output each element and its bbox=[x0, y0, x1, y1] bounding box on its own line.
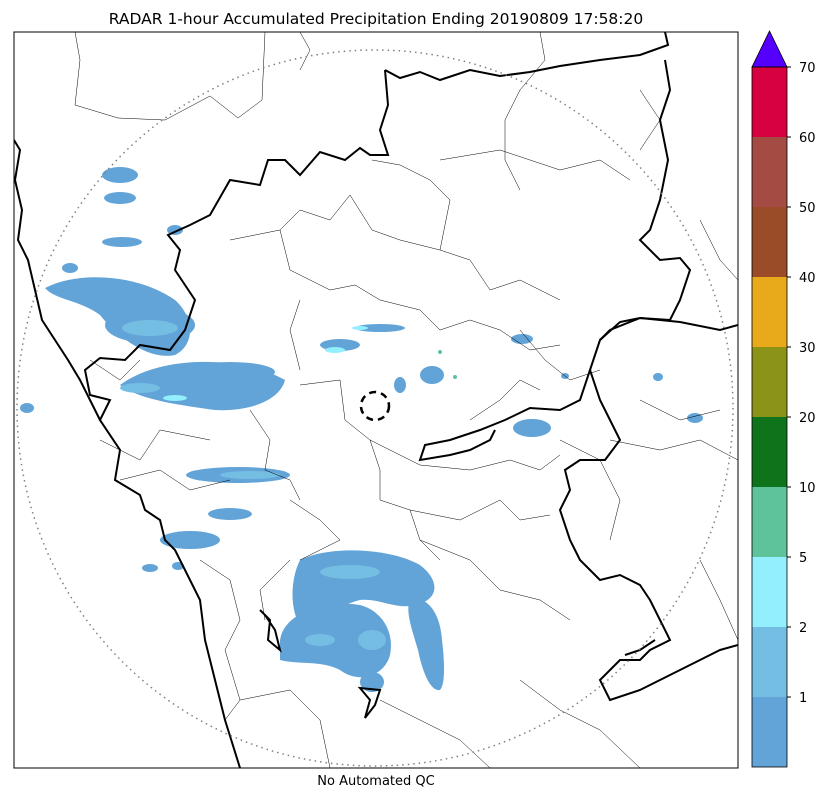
radar-site-marker bbox=[359, 390, 391, 422]
map-layers bbox=[14, 32, 738, 768]
radar-range-ring bbox=[16, 49, 734, 767]
map-panel bbox=[13, 31, 739, 769]
colorbar-segment bbox=[752, 417, 787, 487]
colorbar-tick-label: 60 bbox=[799, 131, 816, 146]
colorbar-tick-label: 2 bbox=[799, 621, 807, 636]
colorbar-tick-label: 50 bbox=[799, 201, 816, 216]
colorbar-tick-label: 10 bbox=[799, 481, 816, 496]
colorbar-segment bbox=[752, 347, 787, 417]
map-frame bbox=[13, 31, 739, 769]
colorbar-segment bbox=[752, 487, 787, 557]
colorbar-tick-label: 70 bbox=[799, 61, 816, 76]
colorbar-tick-label: 20 bbox=[799, 411, 816, 426]
colorbar-segment bbox=[752, 67, 787, 137]
district-boundaries bbox=[74, 32, 738, 768]
colorbar: 1 2 5 10 20 30 40 50 60 70 bbox=[751, 30, 816, 768]
colorbar-segment bbox=[752, 207, 787, 277]
colorbar-extend-arrow bbox=[751, 30, 788, 68]
colorbar-tick-label: 30 bbox=[799, 341, 816, 356]
precipitation-heavy bbox=[163, 326, 368, 401]
precipitation-heavier bbox=[438, 350, 457, 379]
colorbar-segment bbox=[752, 277, 787, 347]
colorbar-segment bbox=[752, 627, 787, 697]
colorbar-segment bbox=[752, 697, 787, 767]
precipitation-moderate bbox=[120, 320, 386, 650]
state-boundaries bbox=[14, 32, 738, 768]
colorbar-tick-label: 1 bbox=[799, 691, 807, 706]
precipitation-layer bbox=[20, 167, 703, 692]
map-title: RADAR 1-hour Accumulated Precipitation E… bbox=[109, 10, 644, 28]
colorbar-tick-label: 5 bbox=[799, 551, 807, 566]
qc-caption: No Automated QC bbox=[317, 774, 434, 789]
colorbar-segment bbox=[752, 557, 787, 627]
colorbar-tick-label: 40 bbox=[799, 271, 816, 286]
colorbar-segment bbox=[752, 137, 787, 207]
